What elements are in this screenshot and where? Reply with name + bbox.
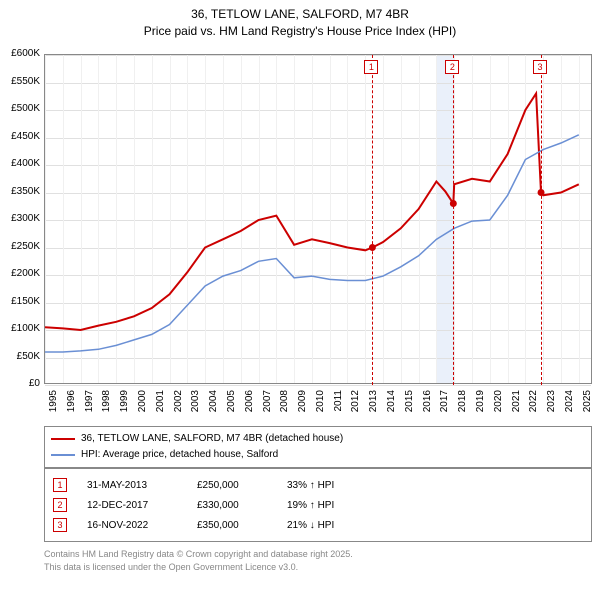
y-tick-label: £300K (0, 213, 40, 224)
x-tick-label: 2005 (226, 390, 237, 420)
marker-box-2: 2 (445, 60, 459, 74)
x-tick-label: 1995 (48, 390, 59, 420)
x-tick-label: 2001 (155, 390, 166, 420)
x-tick-label: 2010 (315, 390, 326, 420)
chart-lines (45, 55, 593, 385)
series-price_paid (45, 94, 579, 331)
x-tick-label: 2019 (475, 390, 486, 420)
transaction-date: 31-MAY-2013 (87, 480, 177, 491)
x-tick-label: 2004 (208, 390, 219, 420)
chart-legend: 36, TETLOW LANE, SALFORD, M7 4BR (detach… (44, 426, 592, 468)
legend-label: HPI: Average price, detached house, Salf… (81, 447, 278, 463)
transactions-table: 1 31-MAY-2013 £250,000 33% ↑ HPI 2 12-DEC-201… (44, 468, 592, 542)
chart-title-line2: Price paid vs. HM Land Registry's House … (144, 24, 456, 38)
transaction-price: £350,000 (197, 520, 267, 531)
x-tick-label: 2006 (244, 390, 255, 420)
x-tick-label: 1996 (66, 390, 77, 420)
chart-plot-area (44, 54, 592, 384)
x-tick-label: 1998 (101, 390, 112, 420)
x-tick-label: 2020 (493, 390, 504, 420)
marker-line-2 (453, 55, 454, 385)
footnote-line2: This data is licensed under the Open Gov… (44, 562, 298, 572)
y-tick-label: £0 (0, 378, 40, 389)
transaction-marker: 2 (53, 498, 67, 512)
chart-title-line1: 36, TETLOW LANE, SALFORD, M7 4BR (191, 7, 409, 21)
transaction-delta: 33% ↑ HPI (287, 480, 357, 491)
x-tick-label: 2017 (439, 390, 450, 420)
marker-line-3 (541, 55, 542, 385)
x-tick-label: 2007 (262, 390, 273, 420)
legend-swatch (51, 438, 75, 440)
transaction-date: 16-NOV-2022 (87, 520, 177, 531)
y-tick-label: £150K (0, 296, 40, 307)
y-tick-label: £600K (0, 48, 40, 59)
x-tick-label: 2025 (582, 390, 593, 420)
x-tick-label: 2015 (404, 390, 415, 420)
transaction-delta: 19% ↑ HPI (287, 500, 357, 511)
x-tick-label: 2012 (350, 390, 361, 420)
x-tick-label: 2024 (564, 390, 575, 420)
transaction-price: £250,000 (197, 480, 267, 491)
transaction-marker: 3 (53, 518, 67, 532)
transaction-date: 12-DEC-2017 (87, 500, 177, 511)
legend-label: 36, TETLOW LANE, SALFORD, M7 4BR (detach… (81, 431, 343, 447)
x-tick-label: 2023 (546, 390, 557, 420)
x-tick-label: 1999 (119, 390, 130, 420)
transaction-marker: 1 (53, 478, 67, 492)
y-tick-label: £550K (0, 76, 40, 87)
x-tick-label: 2009 (297, 390, 308, 420)
marker-box-3: 3 (533, 60, 547, 74)
legend-row: 36, TETLOW LANE, SALFORD, M7 4BR (detach… (51, 431, 585, 447)
transaction-price: £330,000 (197, 500, 267, 511)
x-tick-label: 1997 (84, 390, 95, 420)
x-tick-label: 2021 (511, 390, 522, 420)
y-tick-label: £400K (0, 158, 40, 169)
y-tick-label: £350K (0, 186, 40, 197)
footnote-line1: Contains HM Land Registry data © Crown c… (44, 549, 353, 559)
legend-swatch (51, 454, 75, 456)
x-tick-label: 2016 (422, 390, 433, 420)
y-tick-label: £100K (0, 323, 40, 334)
x-tick-label: 2014 (386, 390, 397, 420)
x-tick-label: 2011 (333, 390, 344, 420)
x-tick-label: 2018 (457, 390, 468, 420)
x-tick-label: 2002 (173, 390, 184, 420)
transaction-row: 1 31-MAY-2013 £250,000 33% ↑ HPI (53, 475, 583, 495)
footnote: Contains HM Land Registry data © Crown c… (44, 548, 353, 573)
legend-row: HPI: Average price, detached house, Salf… (51, 447, 585, 463)
y-tick-label: £200K (0, 268, 40, 279)
transaction-row: 2 12-DEC-2017 £330,000 19% ↑ HPI (53, 495, 583, 515)
y-tick-label: £50K (0, 351, 40, 362)
x-tick-label: 2000 (137, 390, 148, 420)
x-tick-label: 2022 (528, 390, 539, 420)
marker-box-1: 1 (364, 60, 378, 74)
marker-line-1 (372, 55, 373, 385)
transaction-row: 3 16-NOV-2022 £350,000 21% ↓ HPI (53, 515, 583, 535)
y-tick-label: £250K (0, 241, 40, 252)
y-tick-label: £450K (0, 131, 40, 142)
y-tick-label: £500K (0, 103, 40, 114)
x-tick-label: 2008 (279, 390, 290, 420)
transaction-delta: 21% ↓ HPI (287, 520, 357, 531)
x-tick-label: 2003 (190, 390, 201, 420)
x-tick-label: 2013 (368, 390, 379, 420)
